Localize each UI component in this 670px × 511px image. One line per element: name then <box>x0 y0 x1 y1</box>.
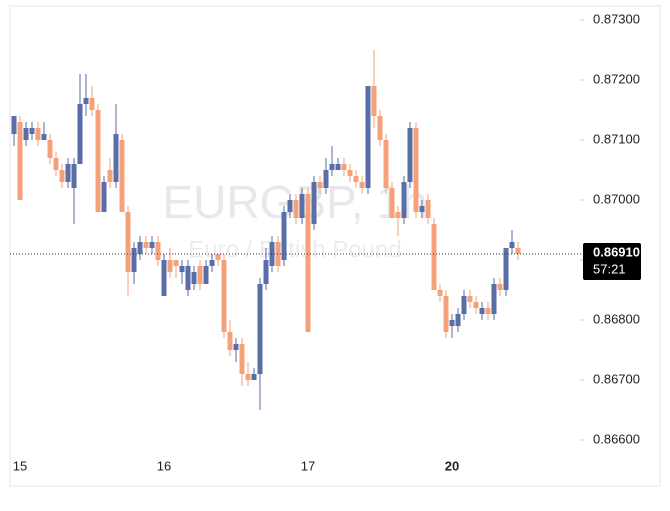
candle-body <box>503 248 509 290</box>
candle-body <box>395 212 401 218</box>
candle-body <box>443 296 449 332</box>
candle-body <box>341 164 347 170</box>
candle-body <box>419 206 425 212</box>
y-tick-label: 0.86800 <box>593 311 640 326</box>
chart-frame <box>9 5 661 487</box>
candle-body <box>365 86 371 188</box>
candle-body <box>173 260 179 266</box>
x-tick-label: 17 <box>301 458 315 473</box>
candle-body <box>239 344 245 374</box>
candle-body <box>71 164 77 188</box>
candle-body <box>53 158 59 170</box>
last-price-label: 0.86910 <box>593 244 640 259</box>
candle-body <box>137 242 143 254</box>
candle-body <box>245 374 251 380</box>
candle-body <box>191 272 197 284</box>
candle-body <box>509 242 515 248</box>
candle-body <box>263 260 269 284</box>
candle-body <box>23 128 29 140</box>
candle-body <box>371 86 377 116</box>
candle-body <box>17 122 23 200</box>
candle-body <box>323 170 329 188</box>
candle-body <box>491 284 497 314</box>
candle-body <box>377 116 383 140</box>
candle-body <box>329 164 335 170</box>
candle-body <box>413 128 419 212</box>
candle-body <box>359 182 365 188</box>
candle-body <box>437 290 443 296</box>
candle-body <box>401 182 407 218</box>
candle-body <box>197 266 203 284</box>
candle-body <box>305 194 311 332</box>
candle-body <box>467 296 473 302</box>
candle-body <box>287 200 293 212</box>
candle-body <box>515 248 521 254</box>
candle-body <box>299 194 305 218</box>
candle-body <box>155 242 161 260</box>
candle-body <box>143 242 149 248</box>
candle-body <box>149 242 155 248</box>
candle-body <box>335 164 341 170</box>
candle-body <box>35 128 41 140</box>
candle-body <box>473 302 479 308</box>
candle-body <box>497 284 503 290</box>
y-tick-label: 0.87000 <box>593 191 640 206</box>
candle-body <box>485 308 491 314</box>
candle-body <box>431 224 437 290</box>
candle-body <box>293 200 299 218</box>
x-tick-label: 20 <box>445 458 459 473</box>
x-tick-label: 16 <box>157 458 171 473</box>
candle-body <box>425 200 431 218</box>
y-tick-label: 0.87300 <box>593 11 640 26</box>
y-tick-label: 0.86700 <box>593 371 640 386</box>
candle-body <box>347 170 353 176</box>
candle-body <box>461 296 467 314</box>
candle-body <box>101 182 107 212</box>
candle-body <box>215 254 221 260</box>
candle-body <box>353 176 359 182</box>
candle-body <box>281 212 287 260</box>
candle-body <box>161 260 167 296</box>
countdown: 57:21 <box>593 261 626 276</box>
candle-body <box>29 128 35 134</box>
candle-body <box>41 134 47 140</box>
candle-body <box>227 332 233 350</box>
candle-body <box>167 260 173 272</box>
candle-body <box>125 212 131 272</box>
candle-body <box>65 164 71 182</box>
candle-body <box>131 248 137 272</box>
last-price-box <box>583 243 641 280</box>
candle-body <box>119 140 125 212</box>
candle-body <box>209 260 215 266</box>
candle-body <box>389 188 395 218</box>
candle-body <box>83 98 89 104</box>
candle-body <box>383 140 389 188</box>
candle-body <box>317 182 323 188</box>
y-tick-label: 0.87200 <box>593 71 640 86</box>
candle-body <box>257 284 263 374</box>
candle-body <box>95 110 101 212</box>
candle-body <box>77 104 83 164</box>
x-tick-label: 15 <box>13 458 27 473</box>
candle-body <box>89 98 95 110</box>
candle-body <box>11 116 17 134</box>
candle-body <box>449 320 455 326</box>
candle-body <box>113 134 119 182</box>
candle-body <box>407 128 413 182</box>
candle-body <box>47 140 53 158</box>
y-tick-label: 0.86600 <box>593 431 640 446</box>
candle-body <box>203 266 209 284</box>
candle-body <box>221 260 227 332</box>
candle-body <box>251 374 257 380</box>
y-tick-label: 0.87100 <box>593 131 640 146</box>
candle-body <box>185 266 191 290</box>
candle-body <box>107 170 113 182</box>
candle-body <box>455 314 461 326</box>
candle-body <box>311 182 317 224</box>
candle-body <box>233 344 239 350</box>
candle-body <box>179 266 185 272</box>
candle-body <box>59 170 65 182</box>
candle-body <box>479 308 485 314</box>
